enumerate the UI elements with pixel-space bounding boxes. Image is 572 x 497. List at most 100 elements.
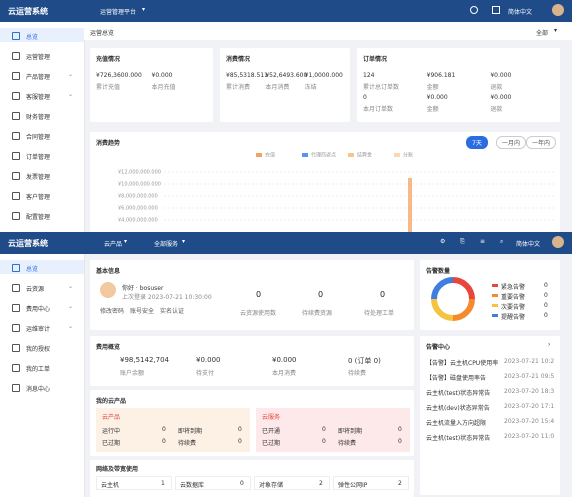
service-menu[interactable]: 全部服务 <box>154 241 179 248</box>
menu-item[interactable]: 我的工单 <box>0 360 84 374</box>
menu-label: 云资源 <box>26 286 45 293</box>
alarm-center-card: 告警中心 › 【告警】云主机CPU使用率 2023-07-21 10:2 【告警】磁盘使… <box>420 336 560 495</box>
dropdown-caret: ▾ <box>124 238 128 245</box>
avatar <box>552 236 564 248</box>
network-label: 云主机 <box>101 482 120 489</box>
network-label: 对象存储 <box>259 482 284 489</box>
stat-label: 云资源使用数 <box>240 310 277 317</box>
network-label: 云数据库 <box>180 482 205 489</box>
breadcrumb-bar: 运营总览 全部 ▾ <box>84 22 572 40</box>
stat-label: 本月充值 <box>151 84 176 91</box>
menu-label: 我的授权 <box>26 346 51 353</box>
network-item: 对象存储 2 <box>254 476 330 490</box>
menu-item[interactable]: 总览 <box>0 260 84 274</box>
legend-value: 0 <box>544 282 548 289</box>
menu-item[interactable]: 订单管理 <box>0 148 84 162</box>
menu-item[interactable]: 费用中心 ⌄ <box>0 300 84 314</box>
panel-value: 0 <box>322 426 326 433</box>
menu-item[interactable]: 总览 <box>0 28 84 42</box>
product-panel: 云产品 运行中 0 即将到期 0 已过期 0 待续费 0 <box>96 408 250 452</box>
menu-icon <box>12 32 20 40</box>
alarm-text[interactable]: 云主机(test)状态异常告 <box>426 390 491 397</box>
menu-caret: ⌄ <box>68 283 74 290</box>
alarm-text[interactable]: 云主机(test)状态异常告 <box>426 435 491 442</box>
menu-label: 合同管理 <box>26 134 51 141</box>
stat-label: 累计充值 <box>96 84 121 91</box>
stat-value: ¥85,5318.511 <box>226 72 268 79</box>
product-menu[interactable]: 云产品 <box>104 241 123 248</box>
greeting: 你好 · bosuser <box>122 285 164 292</box>
menu-item[interactable]: 云资源 ⌄ <box>0 280 84 294</box>
icon <box>470 6 478 14</box>
trend-chart: 充值 代理商返点 结算金 分账 ¥12,000,000.000 ¥10,000,000.0… <box>118 152 554 232</box>
menu-item[interactable]: 客户管理 <box>0 188 84 202</box>
menu-item[interactable]: 财务管理 <box>0 108 84 122</box>
stat-label: 待处理工单 <box>364 310 395 317</box>
panel-value: 0 <box>162 438 166 445</box>
stat-label: 累计消费 <box>226 84 251 91</box>
menu-item[interactable]: 产品管理 ⌄ <box>0 68 84 82</box>
card-title: 我的云产品 <box>96 398 127 405</box>
stat-card: 消费情况 ¥85,5318.511 累计消费 ¥52,6493.600 本月消费 ¥1,0… <box>220 48 350 122</box>
alarm-text[interactable]: 【告警】云主机CPU使用率 <box>426 360 499 367</box>
legend-value: 0 <box>544 292 548 299</box>
panel-value: 0 <box>238 438 242 445</box>
filter-caret: ▾ <box>554 27 558 34</box>
icon: ⌕ <box>500 238 504 245</box>
language[interactable]: 简体中文 <box>516 241 541 248</box>
menu-item[interactable]: 发票管理 <box>0 168 84 182</box>
menu-item[interactable]: 运维审计 ⌄ <box>0 320 84 334</box>
menu-item[interactable]: 合同管理 <box>0 128 84 142</box>
alarm-text[interactable]: 云主机(dev)状态异常告 <box>426 405 490 412</box>
panel-label: 已过期 <box>102 440 121 447</box>
menu-icon <box>12 344 20 352</box>
menu-label: 订单管理 <box>26 154 51 161</box>
network-item: 弹性公网IP 2 <box>333 476 409 490</box>
y-tick-label: ¥12,000,000.000 <box>118 170 161 176</box>
account-link[interactable]: 实名认证 <box>160 308 185 315</box>
menu-item[interactable]: 客服管理 ⌄ <box>0 88 84 102</box>
menu-label: 费用中心 <box>26 306 51 313</box>
alarm-card: 告警数量 紧急告警 0 重要告警 0 次要告警 0 提醒告警 0 <box>420 260 560 330</box>
menu-item[interactable]: 消息中心 <box>0 380 84 394</box>
menu-label: 发票管理 <box>26 174 51 181</box>
legend-label: 重要告警 <box>501 294 526 301</box>
range-tab[interactable]: 7天 <box>466 136 488 149</box>
legend-label: 代理商返点 <box>311 152 336 159</box>
platform-menu[interactable]: 运营管理平台 <box>100 9 137 16</box>
stat-value: 0 <box>363 94 367 101</box>
menu-label: 客服管理 <box>26 94 51 101</box>
legend-swatch <box>302 153 308 157</box>
menu-icon <box>12 304 20 312</box>
header: 云运营系统 运营管理平台 ▾ 简体中文 <box>0 0 572 22</box>
menu-icon <box>12 152 20 160</box>
more-arrow[interactable]: › <box>548 341 551 348</box>
legend-swatch <box>492 284 498 287</box>
panel-value: 0 <box>162 426 166 433</box>
account-link[interactable]: 修改密码 <box>100 308 125 315</box>
menu-item[interactable]: 我的授权 <box>0 340 84 354</box>
panel-value: 0 <box>238 426 242 433</box>
panel-label: 待续费 <box>178 440 197 447</box>
language[interactable]: 简体中文 <box>508 9 533 16</box>
icon <box>492 6 500 14</box>
menu-icon <box>12 364 20 372</box>
card-title: 网络及带宽使用 <box>96 466 139 473</box>
panel-value: 0 <box>398 426 402 433</box>
brand: 云运营系统 <box>8 239 48 248</box>
menu-caret: ⌄ <box>68 323 74 330</box>
range-tab[interactable]: 一月内 <box>496 136 527 149</box>
brand: 云运营系统 <box>8 7 48 16</box>
alarm-text[interactable]: 【告警】磁盘使用率告 <box>426 375 487 382</box>
panel-value: 0 <box>398 438 402 445</box>
range-tab[interactable]: 一年内 <box>526 136 557 149</box>
filter[interactable]: 全部 <box>536 30 549 37</box>
chart-title: 消费趋势 <box>96 140 121 147</box>
menu-item[interactable]: 运营管理 <box>0 48 84 62</box>
account-link[interactable]: 账号安全 <box>130 308 155 315</box>
alarm-text[interactable]: 云主机流量入方向超限 <box>426 420 487 427</box>
panel-label: 即将到期 <box>338 428 363 435</box>
legend-value: 0 <box>544 312 548 319</box>
menu-item[interactable]: 配置管理 <box>0 208 84 222</box>
